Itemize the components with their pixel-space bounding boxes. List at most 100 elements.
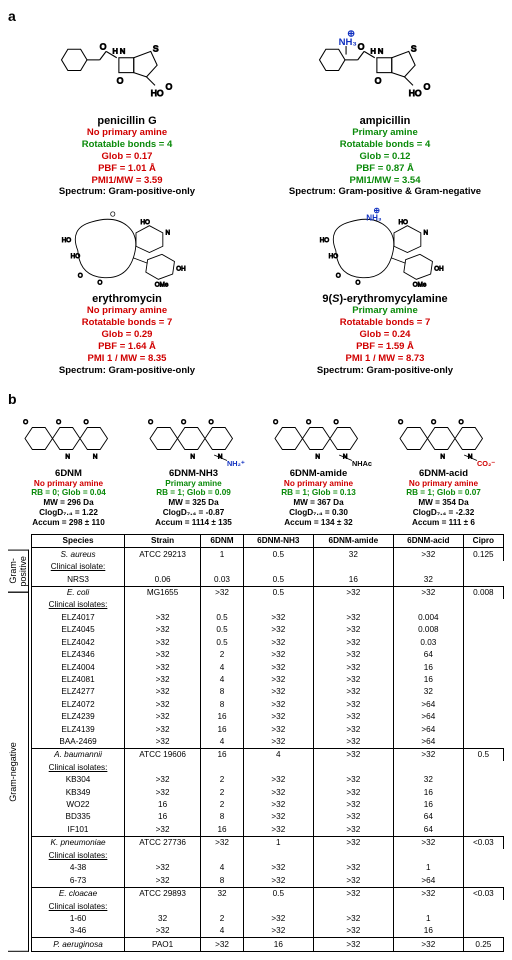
mic-value: >32 [125,636,201,648]
mic-value: >32 [393,938,463,952]
mic-value: >32 [313,938,393,952]
mic-value: >32 [313,586,393,599]
mic-row: BAA-2469>324>32>32>64 [32,735,504,748]
strain-cell: ELZ4017 [32,611,125,623]
mic-value: >32 [393,836,463,849]
mic-value [201,849,244,861]
mic-value: >64 [393,711,463,723]
mic-row: 3-46>324>32>3216 [32,925,504,938]
mic-value: 16 [393,799,463,811]
svg-text:O: O [208,418,213,425]
mic-col-header: Strain [125,534,201,548]
mic-value: >32 [243,823,313,836]
svg-text:O: O [306,418,311,425]
compound-3: HO O O HO N HO OH OMe ⊕NH₃ 9(S)-erythrom… [266,206,504,376]
strain-cell: BAA-2469 [32,735,125,748]
mic-value: 16 [393,786,463,798]
mic-value: >32 [125,874,201,887]
mic-value: >32 [313,748,393,761]
svg-text:OMe: OMe [413,282,427,289]
strain-cell: ELZ4081 [32,673,125,685]
mic-value: >32 [313,711,393,723]
mic-value: >32 [313,649,393,661]
mic-value: 0.5 [201,624,244,636]
mic-value: >32 [313,735,393,748]
mic-value: 16 [201,823,244,836]
svg-text:O: O [78,273,83,280]
mic-value: >32 [313,661,393,673]
mic-value: >32 [393,586,463,599]
mic-row: ELZ4045>320.5>32>320.008 [32,624,504,636]
mic-value [201,900,244,912]
mic-value: >32 [313,611,393,623]
svg-text:S: S [153,43,159,53]
mic-value [125,561,201,573]
mic-value: 2 [201,912,244,924]
mic-col-header: 6DNM-amide [313,534,393,548]
mic-value [313,599,393,611]
mic-value: 32 [393,686,463,698]
svg-text:NH₂⁺: NH₂⁺ [227,459,245,466]
mic-value: 1 [201,548,244,561]
mic-value: >32 [243,786,313,798]
mic-value: >32 [125,862,201,874]
mic-row: WO22162>32>3216 [32,799,504,811]
mic-value: 4 [201,925,244,938]
mic-value: >32 [201,836,244,849]
mic-value: 0.5 [201,611,244,623]
strain-cell: KB349 [32,786,125,798]
mic-value [243,599,313,611]
mic-value: 16 [393,925,463,938]
mic-value: 0.004 [393,611,463,623]
mic-value: 0.008 [393,624,463,636]
svg-text:HO: HO [71,253,81,260]
svg-text:O: O [110,211,116,219]
svg-text:S: S [411,43,417,53]
gram-negative-label: Gram-negative [8,592,29,952]
mic-row: ELZ4139>3216>32>32>64 [32,723,504,735]
mic-value: >32 [313,774,393,786]
strain-cell: ATCC 27736 [125,836,201,849]
svg-text:O: O [116,75,123,85]
mic-row: KB304>322>32>3232 [32,774,504,786]
svg-text:O: O [148,418,153,425]
mic-value: >32 [243,862,313,874]
mic-col-header: 6DNM [201,534,244,548]
mic-row: ELZ4004>324>32>3216 [32,661,504,673]
mic-value: >32 [125,925,201,938]
mic-value: 0.5 [201,636,244,648]
clinical-isolates-label: Clinical isolates: [32,599,125,611]
mic-row: BD335168>32>3264 [32,811,504,823]
mic-value: 16 [393,673,463,685]
mic-value: >32 [125,735,201,748]
compound-props: No primary amine Rotatable bonds = 4 Glo… [8,127,246,198]
strain-cell: IF101 [32,823,125,836]
mic-value: >32 [243,799,313,811]
mic-value: 0.06 [125,573,201,586]
mic-value [201,599,244,611]
mic-value: >32 [243,925,313,938]
mic-row: A. baumanniiATCC 19606164>32>320.5 [32,748,504,761]
clinical-isolates-label: Clinical isolates: [32,900,125,912]
mic-value: 64 [393,649,463,661]
mic-row: NRS30.060.030.51632 [32,573,504,586]
b-structure-2: O O N N O NHAc [258,411,379,466]
mic-value: >32 [243,774,313,786]
strain-cell: ELZ4277 [32,686,125,698]
mic-value: 4 [201,661,244,673]
mic-row: ELZ4277>328>32>3232 [32,686,504,698]
mic-value: 8 [201,686,244,698]
strain-cell: 1-60 [32,912,125,924]
mic-value: >32 [313,686,393,698]
mic-value: 0.03 [201,573,244,586]
mic-value: >32 [313,786,393,798]
strain-cell: MG1655 [125,586,201,599]
mic-value: >32 [313,887,393,900]
strain-cell: 3-46 [32,925,125,938]
compound-name: erythromycin [8,293,246,305]
svg-text:O: O [355,280,360,287]
svg-text:O: O [97,280,102,287]
mic-value [393,561,463,573]
mic-value: 1 [393,912,463,924]
mic-row: Clinical isolate: [32,561,504,573]
